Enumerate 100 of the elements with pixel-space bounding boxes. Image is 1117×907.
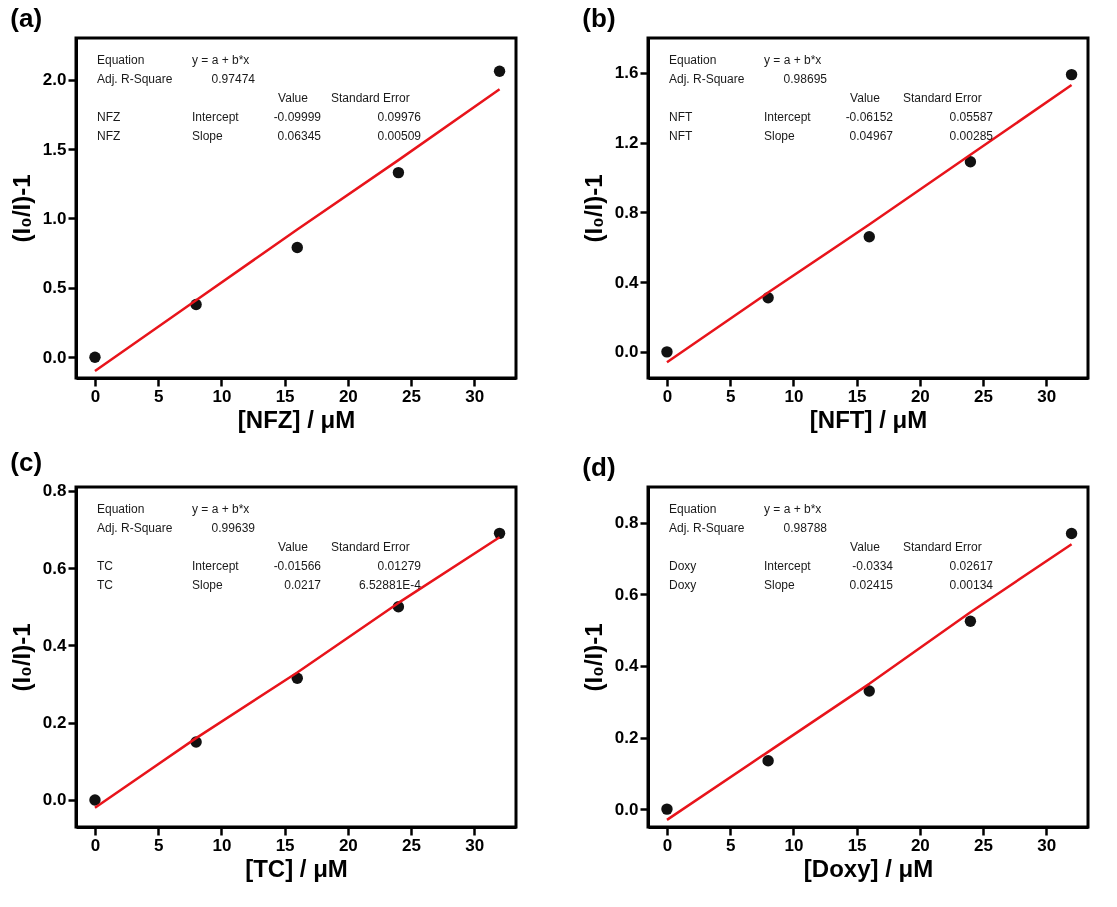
annotation: Adj. R-Square [669, 521, 745, 535]
x-axis-title: [NFZ] / μM [237, 405, 356, 433]
y-tick-label: 0.6 [42, 558, 67, 578]
y-axis-title: (I₀/I)-1 [7, 623, 35, 692]
x-tick-label: 20 [910, 386, 930, 406]
point [493, 65, 506, 77]
point [762, 755, 774, 767]
chart-title: (a) [10, 3, 43, 33]
point [661, 803, 673, 815]
annotation: 0.98695 [783, 72, 828, 86]
line-series [665, 543, 1073, 822]
x-tick-label: 0 [662, 835, 673, 855]
annotation: Adj. R-Square [669, 72, 745, 86]
annotation: Equation [669, 502, 717, 516]
y-tick-label: 1.6 [614, 63, 639, 83]
y-axis-title: (I₀/I)-1 [579, 623, 607, 692]
annotation: 0.05587 [949, 110, 994, 124]
annotation: y = a + b*x [192, 53, 250, 67]
x-tick-label: 30 [1037, 835, 1057, 855]
annotation: Intercept [192, 110, 240, 124]
x-tick-label: 25 [974, 835, 994, 855]
y-tick-label: 1.2 [614, 133, 639, 153]
line-series [93, 88, 501, 373]
annotation: TC [97, 559, 114, 573]
y-tick-label: 0.8 [614, 202, 639, 222]
y-tick-label: 0.4 [42, 635, 68, 655]
y-tick-label: 0.8 [42, 481, 67, 501]
annotation: NFT [669, 129, 693, 143]
annotation: Value [850, 540, 881, 554]
point [661, 346, 673, 358]
annotation: Adj. R-Square [97, 521, 173, 535]
x-tick-label: 10 [212, 386, 232, 406]
y-tick-label: 0.0 [614, 342, 639, 362]
annotation: y = a + b*x [764, 53, 822, 67]
annotation: 0.02617 [949, 559, 994, 573]
y-axis-title: (I₀/I)-1 [7, 174, 35, 243]
x-tick-label: 15 [847, 835, 867, 855]
annotation: 6.52881E-4 [358, 578, 422, 592]
x-tick-label: 25 [974, 386, 994, 406]
annotation: Intercept [764, 110, 812, 124]
annotation: 0.02415 [849, 578, 894, 592]
annotation: Equation [97, 53, 145, 67]
x-tick-label: 15 [275, 386, 295, 406]
annotation: 0.01279 [377, 559, 422, 573]
annotation: NFZ [97, 110, 121, 124]
x-tick-label: 15 [847, 386, 867, 406]
point [863, 685, 875, 697]
y-tick-label: 1.5 [42, 139, 67, 159]
annotation: 0.98788 [783, 521, 828, 535]
annotation: -0.0334 [852, 559, 894, 573]
annotation: Intercept [192, 559, 240, 573]
x-tick-label: 20 [338, 386, 358, 406]
chart-title: (c) [10, 446, 43, 477]
x-tick-label: 5 [153, 386, 164, 406]
annotation: NFT [669, 110, 693, 124]
annotation: 0.04967 [849, 129, 894, 143]
point [964, 615, 977, 627]
annotation: Intercept [764, 559, 812, 573]
annotation: Standard Error [903, 91, 982, 105]
annotation: y = a + b*x [764, 502, 822, 516]
x-axis-title: [Doxy] / μM [803, 854, 934, 882]
annotation: y = a + b*x [192, 502, 250, 516]
x-tick-label: 0 [90, 835, 101, 855]
point [863, 231, 875, 243]
annotation: 0.99639 [211, 521, 256, 535]
annotation: Slope [192, 578, 224, 592]
chart-title: (d) [582, 452, 616, 482]
annotation: NFZ [97, 129, 121, 143]
annotation: Value [278, 540, 309, 554]
x-tick-label: 0 [662, 386, 673, 406]
annotation: Equation [669, 53, 717, 67]
x-tick-label: 20 [338, 835, 358, 855]
point [493, 527, 506, 540]
annotation: -0.01566 [273, 559, 322, 573]
y-axis-title: (I₀/I)-1 [579, 174, 607, 243]
annotation: Doxy [669, 578, 697, 592]
x-tick-label: 25 [402, 835, 422, 855]
annotation: 0.00285 [949, 129, 994, 143]
x-tick-label: 5 [153, 835, 164, 855]
annotation: -0.09999 [273, 110, 322, 124]
y-tick-label: 0.4 [614, 656, 640, 676]
y-tick-label: 0.6 [614, 584, 639, 604]
annotation: -0.06152 [845, 110, 894, 124]
point [964, 156, 977, 168]
x-tick-label: 20 [910, 835, 930, 855]
annotation: 0.06345 [277, 129, 322, 143]
annotation: Value [278, 91, 309, 105]
annotation: Standard Error [903, 540, 982, 554]
x-tick-label: 30 [1037, 386, 1057, 406]
annotation: 0.00134 [949, 578, 994, 592]
annotation: 0.97474 [211, 72, 256, 86]
annotation: 0.00509 [377, 129, 422, 143]
annotation: Doxy [669, 559, 697, 573]
x-axis-title: [TC] / μM [245, 854, 348, 882]
annotation: 0.0217 [284, 578, 322, 592]
annotation: Standard Error [331, 91, 410, 105]
annotation: Adj. R-Square [97, 72, 173, 86]
y-tick-label: 0.0 [42, 347, 67, 367]
annotation: Equation [97, 502, 145, 516]
point [1065, 68, 1078, 81]
